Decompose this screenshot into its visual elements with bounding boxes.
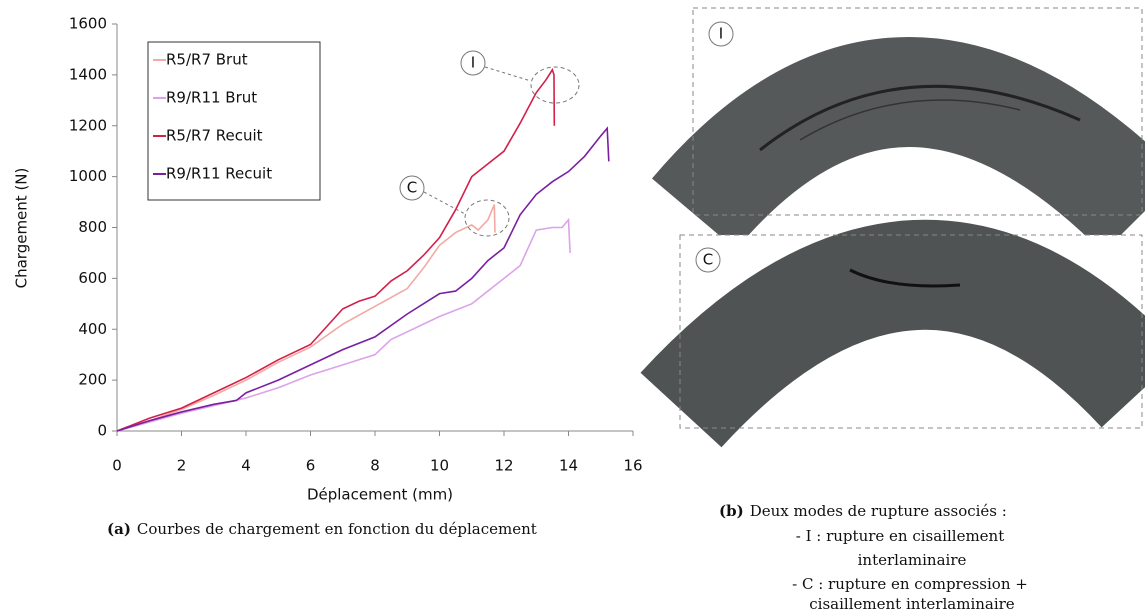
caption-text: - C : rupture en compression + bbox=[792, 575, 1028, 593]
annotation-circle bbox=[399, 175, 425, 201]
series-line bbox=[116, 204, 496, 432]
caption-a: (a) Courbes de chargement en fonction du … bbox=[107, 520, 537, 538]
annotation-label: C bbox=[407, 179, 417, 197]
x-tick-label: 4 bbox=[241, 457, 251, 475]
x-tick-label: 2 bbox=[177, 457, 187, 475]
y-tick-label: 1200 bbox=[69, 116, 107, 134]
series-line bbox=[116, 217, 571, 432]
legend-label: R5/R7 Brut bbox=[166, 51, 248, 69]
annotation-ellipse bbox=[530, 66, 580, 104]
x-tick-label: 0 bbox=[112, 457, 122, 475]
x-tick-label: 12 bbox=[494, 457, 513, 475]
caption-text: cisaillement interlaminaire bbox=[809, 595, 1015, 610]
annotation-leader bbox=[423, 191, 466, 215]
marker-circle bbox=[695, 247, 721, 273]
y-axis-label: Chargement (N) bbox=[13, 168, 31, 289]
x-tick-label: 6 bbox=[306, 457, 316, 475]
marker-circle bbox=[708, 21, 734, 47]
x-tick-label: 10 bbox=[430, 457, 449, 475]
y-tick-label: 1400 bbox=[69, 65, 107, 83]
legend-label: R9/R11 Recuit bbox=[166, 165, 272, 183]
photo-i bbox=[651, 7, 1145, 253]
caption-text: interlaminaire bbox=[858, 551, 967, 569]
annotation-circle bbox=[460, 50, 486, 76]
caption-label: (a) bbox=[107, 520, 131, 538]
series-line bbox=[116, 126, 610, 432]
annotation-leader bbox=[484, 66, 532, 82]
annotation-ellipse bbox=[464, 199, 510, 237]
x-axis-label: Déplacement (mm) bbox=[307, 486, 453, 504]
caption-text: Deux modes de rupture associés : bbox=[750, 502, 1007, 520]
y-tick-label: 0 bbox=[97, 422, 107, 440]
y-tick-label: 200 bbox=[78, 371, 107, 389]
series-line bbox=[116, 67, 556, 432]
caption-text: Courbes de chargement en fonction du dép… bbox=[137, 520, 537, 538]
x-tick-label: 16 bbox=[623, 457, 642, 475]
annotation-label: I bbox=[471, 54, 475, 72]
photo-marker: I bbox=[719, 25, 723, 43]
y-tick-label: 1600 bbox=[69, 15, 107, 33]
y-tick-label: 1000 bbox=[69, 167, 107, 185]
legend-box bbox=[147, 41, 321, 201]
caption-b: (b) Deux modes de rupture associés : bbox=[719, 502, 1007, 520]
y-tick-label: 400 bbox=[78, 320, 107, 338]
photo-c bbox=[640, 219, 1145, 448]
y-tick-label: 600 bbox=[78, 269, 107, 287]
x-tick-label: 8 bbox=[370, 457, 380, 475]
legend-label: R5/R7 Recuit bbox=[166, 127, 263, 145]
caption-text: - I : rupture en cisaillement bbox=[796, 527, 1005, 545]
y-tick-label: 800 bbox=[78, 218, 107, 236]
photo-marker: C bbox=[703, 251, 713, 269]
legend-label: R9/R11 Brut bbox=[166, 89, 257, 107]
caption-label: (b) bbox=[719, 502, 744, 520]
x-tick-label: 14 bbox=[559, 457, 578, 475]
